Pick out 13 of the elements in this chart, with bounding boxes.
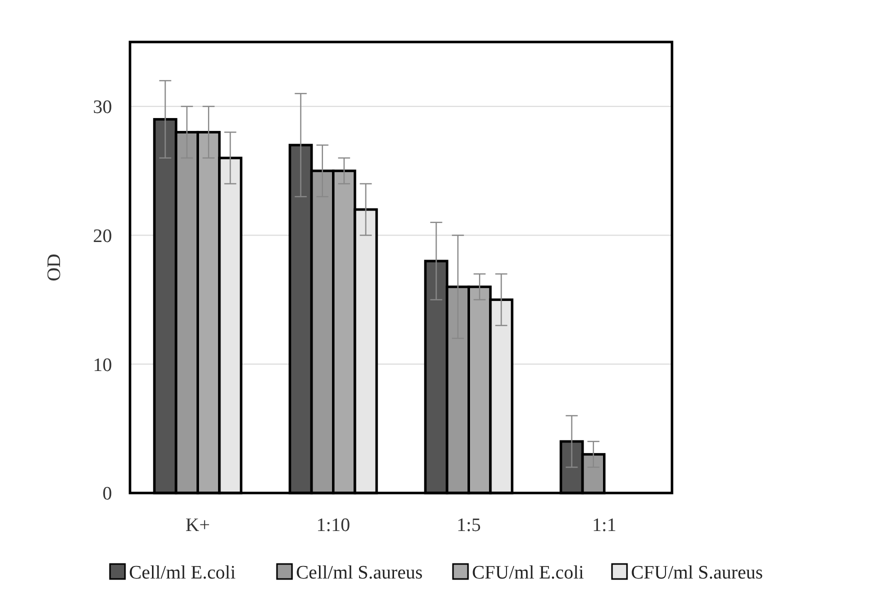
y-tick-label: 0 — [102, 484, 112, 505]
legend-label: CFU/ml S.aureus — [631, 562, 763, 584]
x-tick-label: 1:10 — [316, 515, 350, 536]
y-tick-label: 10 — [93, 354, 112, 376]
legend-label: Cell/ml S.aureus — [296, 562, 423, 584]
legend-label: CFU/ml E.coli — [472, 562, 584, 584]
y-tick-label: 30 — [93, 97, 112, 118]
y-tick-label: 20 — [93, 226, 112, 247]
x-tick-label: 1:1 — [592, 515, 616, 536]
x-tick-label: K+ — [186, 515, 210, 536]
x-tick-label: 1:5 — [456, 515, 481, 536]
y-axis-title: OD — [44, 254, 65, 282]
legend-label: Cell/ml E.coli — [129, 562, 236, 584]
